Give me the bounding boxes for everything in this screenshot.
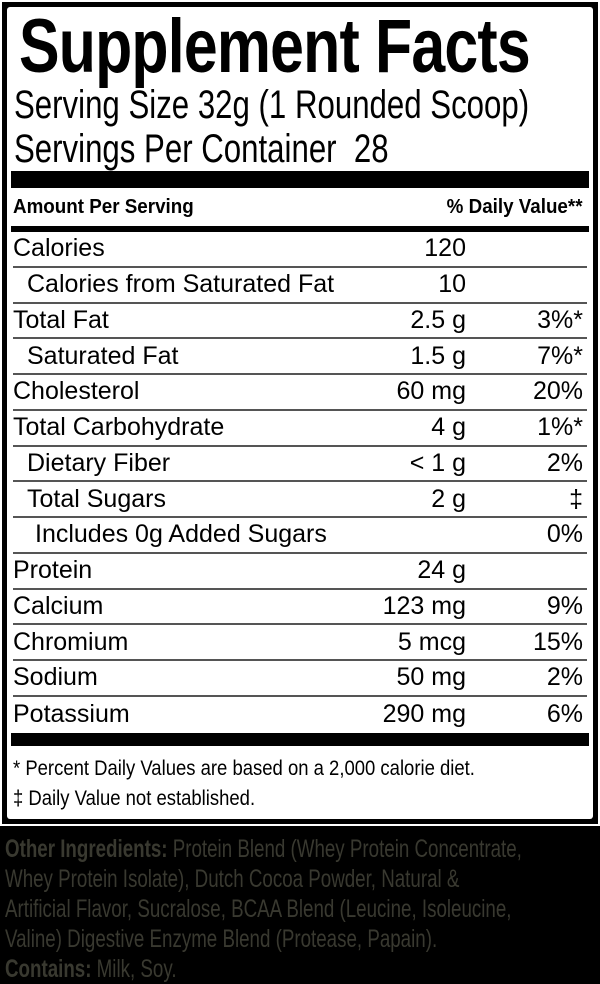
footnote-daily-values: * Percent Daily Values are based on a 2,…	[13, 756, 475, 780]
nutrient-row: Includes 0g Added Sugars 0%	[13, 518, 587, 554]
servings-per-container-line: Servings Per Container 28	[14, 127, 389, 171]
ingredients-line: Other Ingredients: Protein Blend (Whey P…	[5, 834, 522, 864]
nutrient-amount: 123 mg	[382, 591, 466, 620]
nutrient-name: Protein	[13, 556, 93, 585]
nutrient-row: Sodium 50 mg 2%	[13, 661, 587, 697]
nutrient-amount: 4 g	[431, 413, 466, 442]
nutrient-amount: 10	[438, 270, 466, 299]
ingredients-line: Artificial Flavor, Sucralose, BCAA Blend…	[5, 894, 512, 924]
nutrient-row: Total Fat 2.5 g 3%*	[13, 304, 587, 340]
ingredients-line-text: Artificial Flavor, Sucralose, BCAA Blend…	[5, 895, 512, 923]
nutrient-amount: 50 mg	[396, 663, 466, 692]
nutrient-daily-value: 2%	[546, 663, 583, 692]
divider-bar-thick-top	[11, 171, 589, 188]
ingredients-line: Whey Protein Isolate), Dutch Cocoa Powde…	[5, 864, 459, 894]
nutrient-row: Total Carbohydrate 4 g 1%*	[13, 411, 587, 447]
daily-value-header: % Daily Value**	[447, 195, 583, 218]
nutrient-daily-value: ‡	[569, 484, 583, 513]
nutrient-name: Saturated Fat	[27, 341, 179, 370]
nutrient-name: Calories from Saturated Fat	[27, 270, 335, 299]
ingredients-line-text: Protein Blend (Whey Protein Concentrate,	[167, 835, 522, 863]
nutrient-daily-value: 0%	[546, 520, 583, 549]
ingredients-line-text: Milk, Soy.	[91, 955, 177, 983]
ingredients-line-text: Valine) Digestive Enzyme Blend (Protease…	[5, 925, 438, 953]
nutrient-daily-value: 2%	[546, 448, 583, 477]
nutrient-row: Saturated Fat 1.5 g 7%*	[13, 339, 587, 375]
nutrient-rows: Calories 120 Calories from Saturated Fat…	[13, 232, 587, 733]
nutrient-name: Calcium	[13, 591, 104, 620]
serving-size-line: Serving Size 32g (1 Rounded Scoop)	[14, 83, 530, 127]
nutrient-name: Cholesterol	[13, 377, 140, 406]
nutrient-name: Total Fat	[13, 305, 109, 334]
nutrient-daily-value: 3%*	[537, 305, 583, 334]
divider-bar-thick-bottom	[11, 732, 589, 746]
nutrient-row: Potassium 290 mg 6%	[13, 697, 587, 733]
nutrient-amount: 290 mg	[382, 700, 466, 729]
ingredients-line: Contains: Milk, Soy.	[5, 954, 451, 984]
ingredients-line-label: Other Ingredients:	[5, 835, 168, 863]
supplement-facts-panel-inner: Supplement Facts Serving Size 32g (1 Rou…	[7, 7, 593, 819]
nutrient-daily-value: 20%	[532, 377, 583, 406]
nutrient-name: Potassium	[13, 700, 130, 729]
ingredients-line-text: Whey Protein Isolate), Dutch Cocoa Powde…	[5, 865, 460, 893]
footnote-dagger: ‡ Daily Value not established.	[13, 786, 256, 810]
nutrient-amount: < 1 g	[409, 448, 466, 477]
nutrient-amount: 24 g	[417, 556, 466, 585]
nutrient-amount: 2.5 g	[410, 305, 466, 334]
nutrient-daily-value: 9%	[546, 591, 583, 620]
supplement-facts-panel: Supplement Facts Serving Size 32g (1 Rou…	[0, 0, 600, 826]
nutrient-amount: 120	[424, 234, 466, 263]
panel-title: Supplement Facts	[19, 7, 531, 89]
footnotes: * Percent Daily Values are based on a 2,…	[13, 754, 587, 814]
ingredients-line: Valine) Digestive Enzyme Blend (Protease…	[5, 924, 451, 954]
nutrient-daily-value: 7%*	[537, 341, 583, 370]
nutrient-daily-value: 1%*	[537, 413, 583, 442]
nutrient-daily-value: 6%	[546, 700, 583, 729]
divider-bar-medium	[11, 226, 589, 232]
nutrient-row: Dietary Fiber < 1 g 2%	[13, 447, 587, 483]
nutrient-row: Protein 24 g	[13, 554, 587, 590]
nutrient-daily-value: 15%	[532, 627, 583, 656]
nutrient-amount: 60 mg	[396, 377, 466, 406]
nutrient-name: Total Carbohydrate	[13, 413, 225, 442]
nutrient-row: Calories from Saturated Fat 10	[13, 268, 587, 304]
nutrient-row: Calcium 123 mg 9%	[13, 590, 587, 626]
serving-info: Serving Size 32g (1 Rounded Scoop) Servi…	[14, 83, 587, 171]
nutrient-amount: 1.5 g	[410, 341, 466, 370]
nutrient-name: Sodium	[13, 663, 98, 692]
ingredients-line-label: Contains:	[5, 955, 92, 983]
other-ingredients-section: Other Ingredients: Protein Blend (Whey P…	[0, 826, 600, 984]
nutrient-row: Chromium 5 mcg 15%	[13, 625, 587, 661]
nutrient-row: Calories 120	[13, 232, 587, 268]
nutrient-row: Total Sugars 2 g ‡	[13, 482, 587, 518]
nutrient-row: Cholesterol 60 mg 20%	[13, 375, 587, 411]
nutrient-name: Chromium	[13, 627, 129, 656]
nutrient-name: Dietary Fiber	[27, 448, 171, 477]
nutrient-name: Includes 0g Added Sugars	[35, 520, 327, 549]
nutrient-amount: 5 mcg	[397, 627, 466, 656]
nutrient-name: Total Sugars	[27, 484, 166, 513]
amount-per-serving-header: Amount Per Serving	[13, 195, 194, 218]
nutrient-name: Calories	[13, 234, 105, 263]
nutrient-amount: 2 g	[431, 484, 466, 513]
column-header-row: Amount Per Serving % Daily Value**	[13, 188, 587, 226]
